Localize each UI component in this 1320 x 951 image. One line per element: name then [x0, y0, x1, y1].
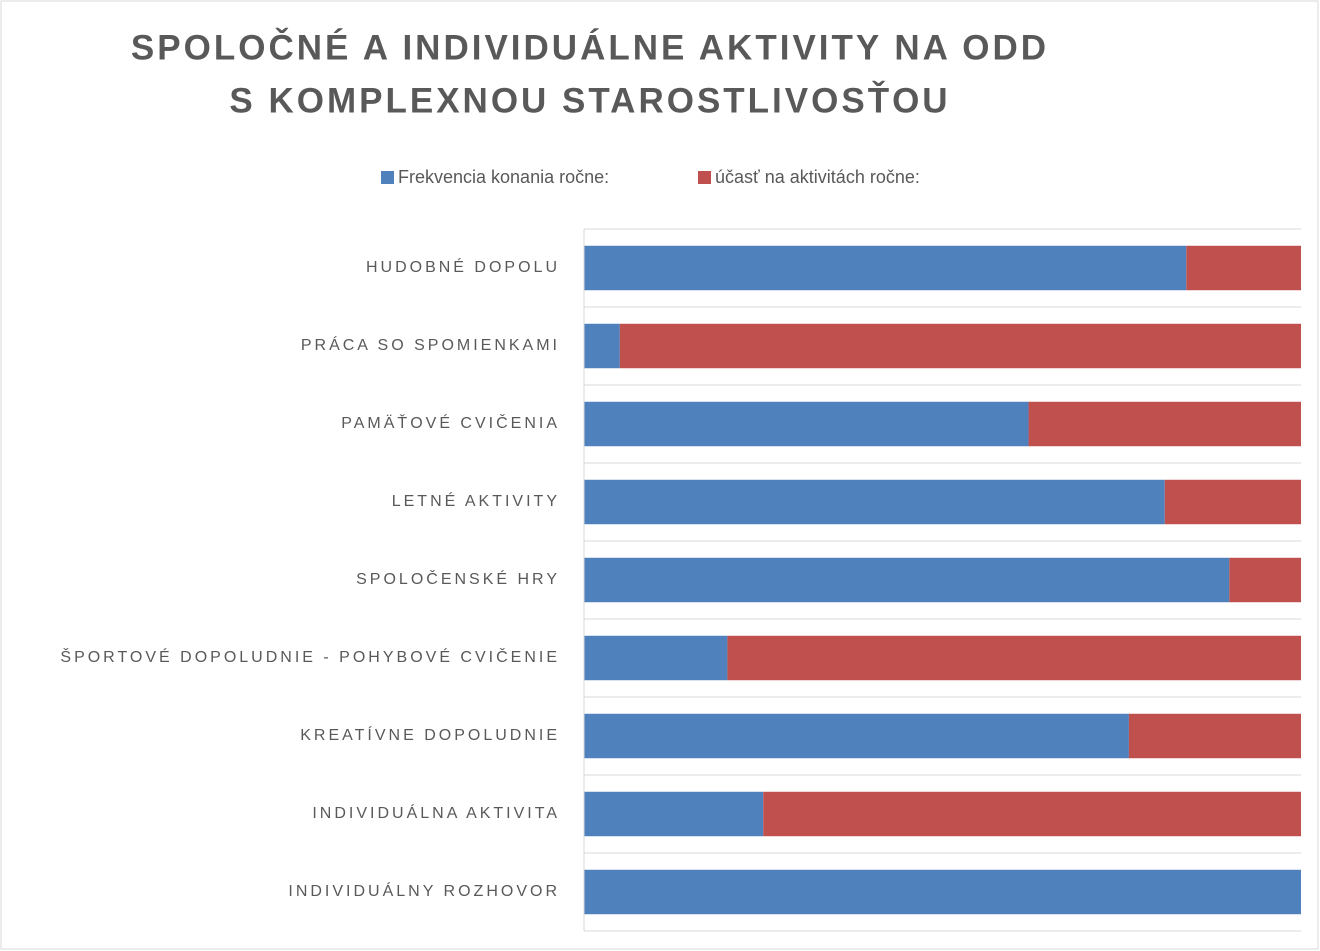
- chart-title: SPOLOČNÉ A INDIVIDUÁLNE AKTIVITY NA ODD: [131, 27, 1049, 67]
- y-tick-label: INDIVIDUÁLNA AKTIVITA: [312, 803, 560, 822]
- bar-segment: [1028, 401, 1301, 447]
- y-tick-label: ŠPORTOVÉ DOPOLUDNIE - POHYBOVÉ CVIČENIE: [60, 647, 560, 666]
- bar-segment: [619, 323, 1301, 369]
- bar-segment: [1128, 713, 1301, 759]
- y-tick-label: PRÁCA SO SPOMIENKAMI: [301, 335, 560, 354]
- bar-segment: [584, 479, 1165, 525]
- bar-segment: [584, 713, 1129, 759]
- bar-segment: [584, 791, 764, 837]
- bar-segment: [584, 323, 620, 369]
- legend-label: účasť na aktivitách ročne:: [715, 167, 920, 187]
- legend-label: Frekvencia konania ročne:: [398, 167, 609, 187]
- bar-segment: [763, 791, 1301, 837]
- bar-segment: [1229, 557, 1301, 603]
- bar-segment: [727, 635, 1301, 681]
- bar-segment: [1186, 245, 1301, 291]
- y-tick-label: KREATÍVNE DOPOLUDNIE: [300, 725, 560, 744]
- bar-segment: [584, 245, 1187, 291]
- bar-segment: [1164, 479, 1301, 525]
- chart-title: S KOMPLEXNOU STAROSTLIVOSŤOU: [229, 80, 950, 120]
- y-tick-label: SPOLOČENSKÉ HRY: [356, 569, 560, 588]
- y-tick-label: HUDOBNÉ DOPOLU: [366, 257, 560, 276]
- bar-segment: [584, 557, 1230, 603]
- y-tick-label: INDIVIDUÁLNY ROZHOVOR: [288, 881, 560, 900]
- legend-swatch: [698, 171, 711, 184]
- legend-swatch: [381, 171, 394, 184]
- y-tick-label: PAMÄŤOVÉ CVIČENIA: [341, 413, 560, 432]
- bar-segment: [584, 635, 728, 681]
- bar-segment: [584, 869, 1301, 915]
- bar-segment: [584, 401, 1029, 447]
- y-tick-label: LETNÉ AKTIVITY: [392, 491, 560, 510]
